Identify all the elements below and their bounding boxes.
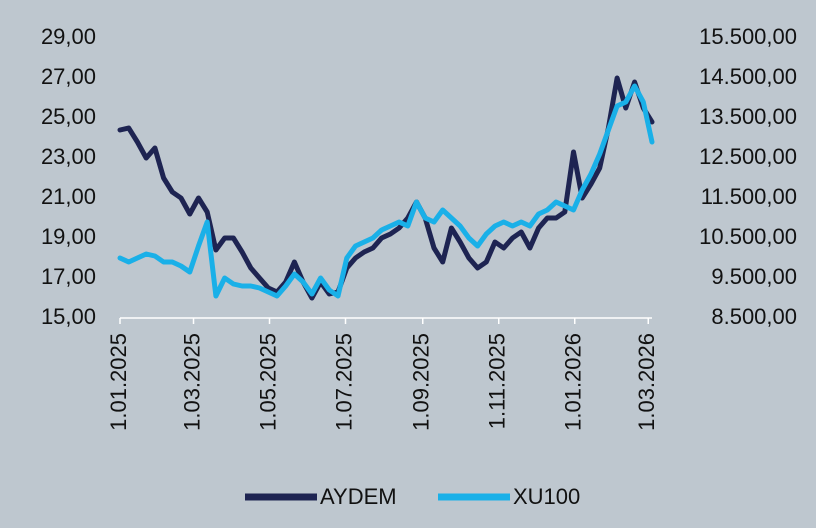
y-tick-label: 27,00 [41, 64, 96, 89]
y-tick-label: 23,00 [41, 144, 96, 169]
series-line [117, 75, 655, 301]
x-tick-label: 1.03.2025 [179, 333, 204, 431]
legend-label: AYDEM [320, 484, 397, 509]
series-line [117, 83, 655, 299]
y-tick-label: 25,00 [41, 104, 96, 129]
x-tick-label: 1.01.2025 [106, 333, 131, 431]
y2-tick-label: 12.500,00 [699, 144, 797, 169]
y-tick-label: 21,00 [41, 184, 96, 209]
y-tick-label: 15,00 [41, 304, 96, 329]
x-tick-label: 1.03.2026 [634, 333, 659, 431]
legend-label: XU100 [513, 484, 580, 509]
x-tick-label: 1.05.2025 [255, 333, 280, 431]
y2-tick-label: 15.500,00 [699, 24, 797, 49]
y2-tick-label: 13.500,00 [699, 104, 797, 129]
y-tick-label: 29,00 [41, 24, 96, 49]
x-tick-label: 1.11.2025 [485, 333, 510, 429]
y2-tick-label: 10.500,00 [699, 224, 797, 249]
x-tick-label: 1.01.2026 [561, 333, 586, 431]
x-tick-label: 1.07.2025 [331, 333, 356, 431]
y2-tick-label: 9.500,00 [711, 264, 797, 289]
y2-tick-label: 14.500,00 [699, 64, 797, 89]
y-tick-label: 19,00 [41, 224, 96, 249]
y2-tick-label: 8.500,00 [711, 304, 797, 329]
y2-tick-label: 11.500,00 [701, 184, 797, 209]
y-tick-label: 17,00 [41, 264, 96, 289]
x-tick-label: 1.09.2025 [409, 333, 434, 431]
